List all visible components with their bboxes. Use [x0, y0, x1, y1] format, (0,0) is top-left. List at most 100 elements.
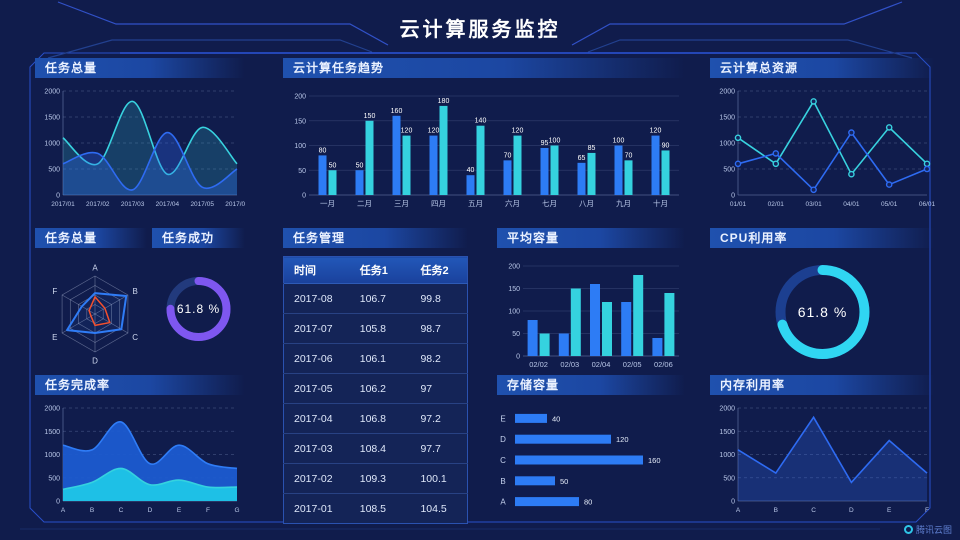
table-row: 2017-06 106.1 98.2: [283, 343, 468, 374]
table-row: 2017-08 106.7 99.8: [283, 283, 468, 314]
task-success-donut-chart: [166, 277, 231, 341]
svg-text:500: 500: [723, 475, 735, 482]
resources-line-chart: 0 500 1000 1500 2000 01/01 02/01 03/01 04/01 05/0…: [719, 89, 935, 209]
cell: 109.3: [349, 463, 411, 494]
cell: 104.5: [410, 493, 468, 524]
svg-text:E: E: [177, 507, 182, 514]
svg-text:180: 180: [438, 98, 450, 105]
svg-text:150: 150: [508, 286, 520, 293]
table-row: 2017-07 105.8 98.7: [283, 313, 468, 344]
svg-text:1500: 1500: [44, 429, 60, 436]
svg-text:80: 80: [319, 147, 327, 154]
panel-title-tasks-radar: 任务总量: [35, 228, 147, 248]
svg-text:80: 80: [584, 498, 592, 507]
watermark-logo-icon: [903, 525, 913, 534]
svg-text:2000: 2000: [719, 89, 735, 96]
svg-text:七月: 七月: [542, 199, 557, 208]
svg-text:0: 0: [56, 193, 60, 200]
watermark: 腾讯云图: [903, 523, 952, 536]
svg-text:A: A: [500, 498, 506, 507]
panel-title-avg-capacity: 平均容量: [497, 228, 685, 248]
cell: 2017-03: [283, 433, 350, 464]
avg-capacity-bar-chart: 0 50 100 150 200 02/02 02/03 02/04 02/05 02/06: [508, 264, 679, 369]
svg-text:C: C: [500, 456, 506, 465]
svg-text:四月: 四月: [431, 199, 446, 208]
panel-task-success: 任务成功 61.8 %: [152, 228, 245, 365]
cpu-donut: 61.8 %: [710, 253, 935, 371]
svg-text:120: 120: [616, 435, 629, 444]
svg-text:06/01: 06/01: [919, 201, 935, 208]
svg-text:A: A: [92, 264, 98, 273]
svg-text:0: 0: [731, 193, 735, 200]
panel-title-resources: 云计算总资源: [710, 58, 935, 78]
panel-task-table: 任务管理 时间 任务1 任务2 2017-08 106.7 99.8 2017-07…: [283, 228, 468, 524]
panel-cpu: CPU利用率 61.8 %: [710, 228, 935, 371]
cell: 2017-01: [283, 493, 350, 524]
svg-text:G: G: [234, 507, 239, 514]
svg-text:2017/03: 2017/03: [121, 201, 145, 208]
svg-text:50: 50: [560, 477, 568, 486]
panel-title-task-success: 任务成功: [152, 228, 245, 248]
svg-text:九月: 九月: [616, 199, 631, 208]
cell: 2017-05: [283, 373, 350, 404]
svg-text:1000: 1000: [44, 452, 60, 459]
col-time: 时间: [283, 256, 350, 284]
svg-text:200: 200: [294, 94, 306, 101]
cell: 106.7: [349, 283, 411, 314]
panel-resources: 云计算总资源 0 500 1000 1500 2000 01/01 02/01 03/01 04…: [710, 58, 935, 210]
svg-text:十月: 十月: [653, 198, 668, 208]
svg-text:1500: 1500: [719, 115, 735, 122]
svg-text:1000: 1000: [719, 141, 735, 148]
svg-text:50: 50: [512, 331, 520, 338]
svg-text:0: 0: [516, 354, 520, 361]
cell: 97: [410, 373, 468, 404]
svg-text:70: 70: [625, 152, 633, 159]
svg-text:2000: 2000: [44, 89, 60, 96]
svg-text:02/02: 02/02: [529, 360, 548, 369]
svg-text:02/06: 02/06: [654, 360, 673, 369]
panel-title-tasks-total-top: 任务总量: [35, 58, 245, 78]
cell: 98.7: [410, 313, 468, 344]
cell: 106.8: [349, 403, 411, 434]
svg-text:100: 100: [613, 138, 625, 145]
panel-title-storage: 存储容量: [497, 375, 685, 395]
col-task2: 任务2: [410, 256, 468, 284]
page-title: 云计算服务监控: [399, 19, 561, 41]
watermark-label: 腾讯云图: [915, 525, 952, 535]
cell: 97.2: [410, 403, 468, 434]
svg-text:0: 0: [56, 499, 60, 506]
svg-text:200: 200: [508, 264, 520, 271]
cpu-donut-chart: [775, 265, 870, 359]
svg-text:120: 120: [428, 128, 440, 135]
panel-title-memory: 内存利用率: [710, 375, 935, 395]
svg-text:03/01: 03/01: [805, 201, 822, 208]
svg-text:A: A: [61, 507, 66, 514]
svg-text:E: E: [887, 507, 892, 514]
svg-text:04/01: 04/01: [843, 201, 860, 208]
svg-text:D: D: [849, 507, 854, 514]
table-row: 2017-01 108.5 104.5: [283, 493, 468, 524]
task-table: 时间 任务1 任务2 2017-08 106.7 99.8 2017-07 105.8…: [283, 256, 468, 524]
svg-text:1500: 1500: [719, 429, 735, 436]
cell: 108.4: [349, 433, 411, 464]
cell: 106.1: [349, 343, 411, 374]
svg-text:1000: 1000: [719, 452, 735, 459]
svg-text:500: 500: [723, 167, 735, 174]
table-row: 2017-02 109.3 100.1: [283, 463, 468, 494]
svg-text:70: 70: [504, 152, 512, 159]
svg-text:02/04: 02/04: [592, 360, 611, 369]
svg-text:05/01: 05/01: [881, 201, 898, 208]
svg-text:2017/02: 2017/02: [86, 201, 110, 208]
cell: 108.5: [349, 493, 411, 524]
svg-text:E: E: [500, 414, 505, 423]
svg-text:D: D: [148, 507, 153, 514]
svg-text:一月: 一月: [320, 199, 335, 208]
svg-text:C: C: [119, 507, 124, 514]
svg-text:02/05: 02/05: [623, 360, 642, 369]
panel-avg-capacity: 平均容量 0 50 100 150 200 02/02 02/03 02/04 02/05 02/…: [497, 228, 685, 371]
cell: 2017-04: [283, 403, 350, 434]
svg-text:B: B: [132, 287, 137, 296]
svg-text:F: F: [52, 287, 57, 296]
